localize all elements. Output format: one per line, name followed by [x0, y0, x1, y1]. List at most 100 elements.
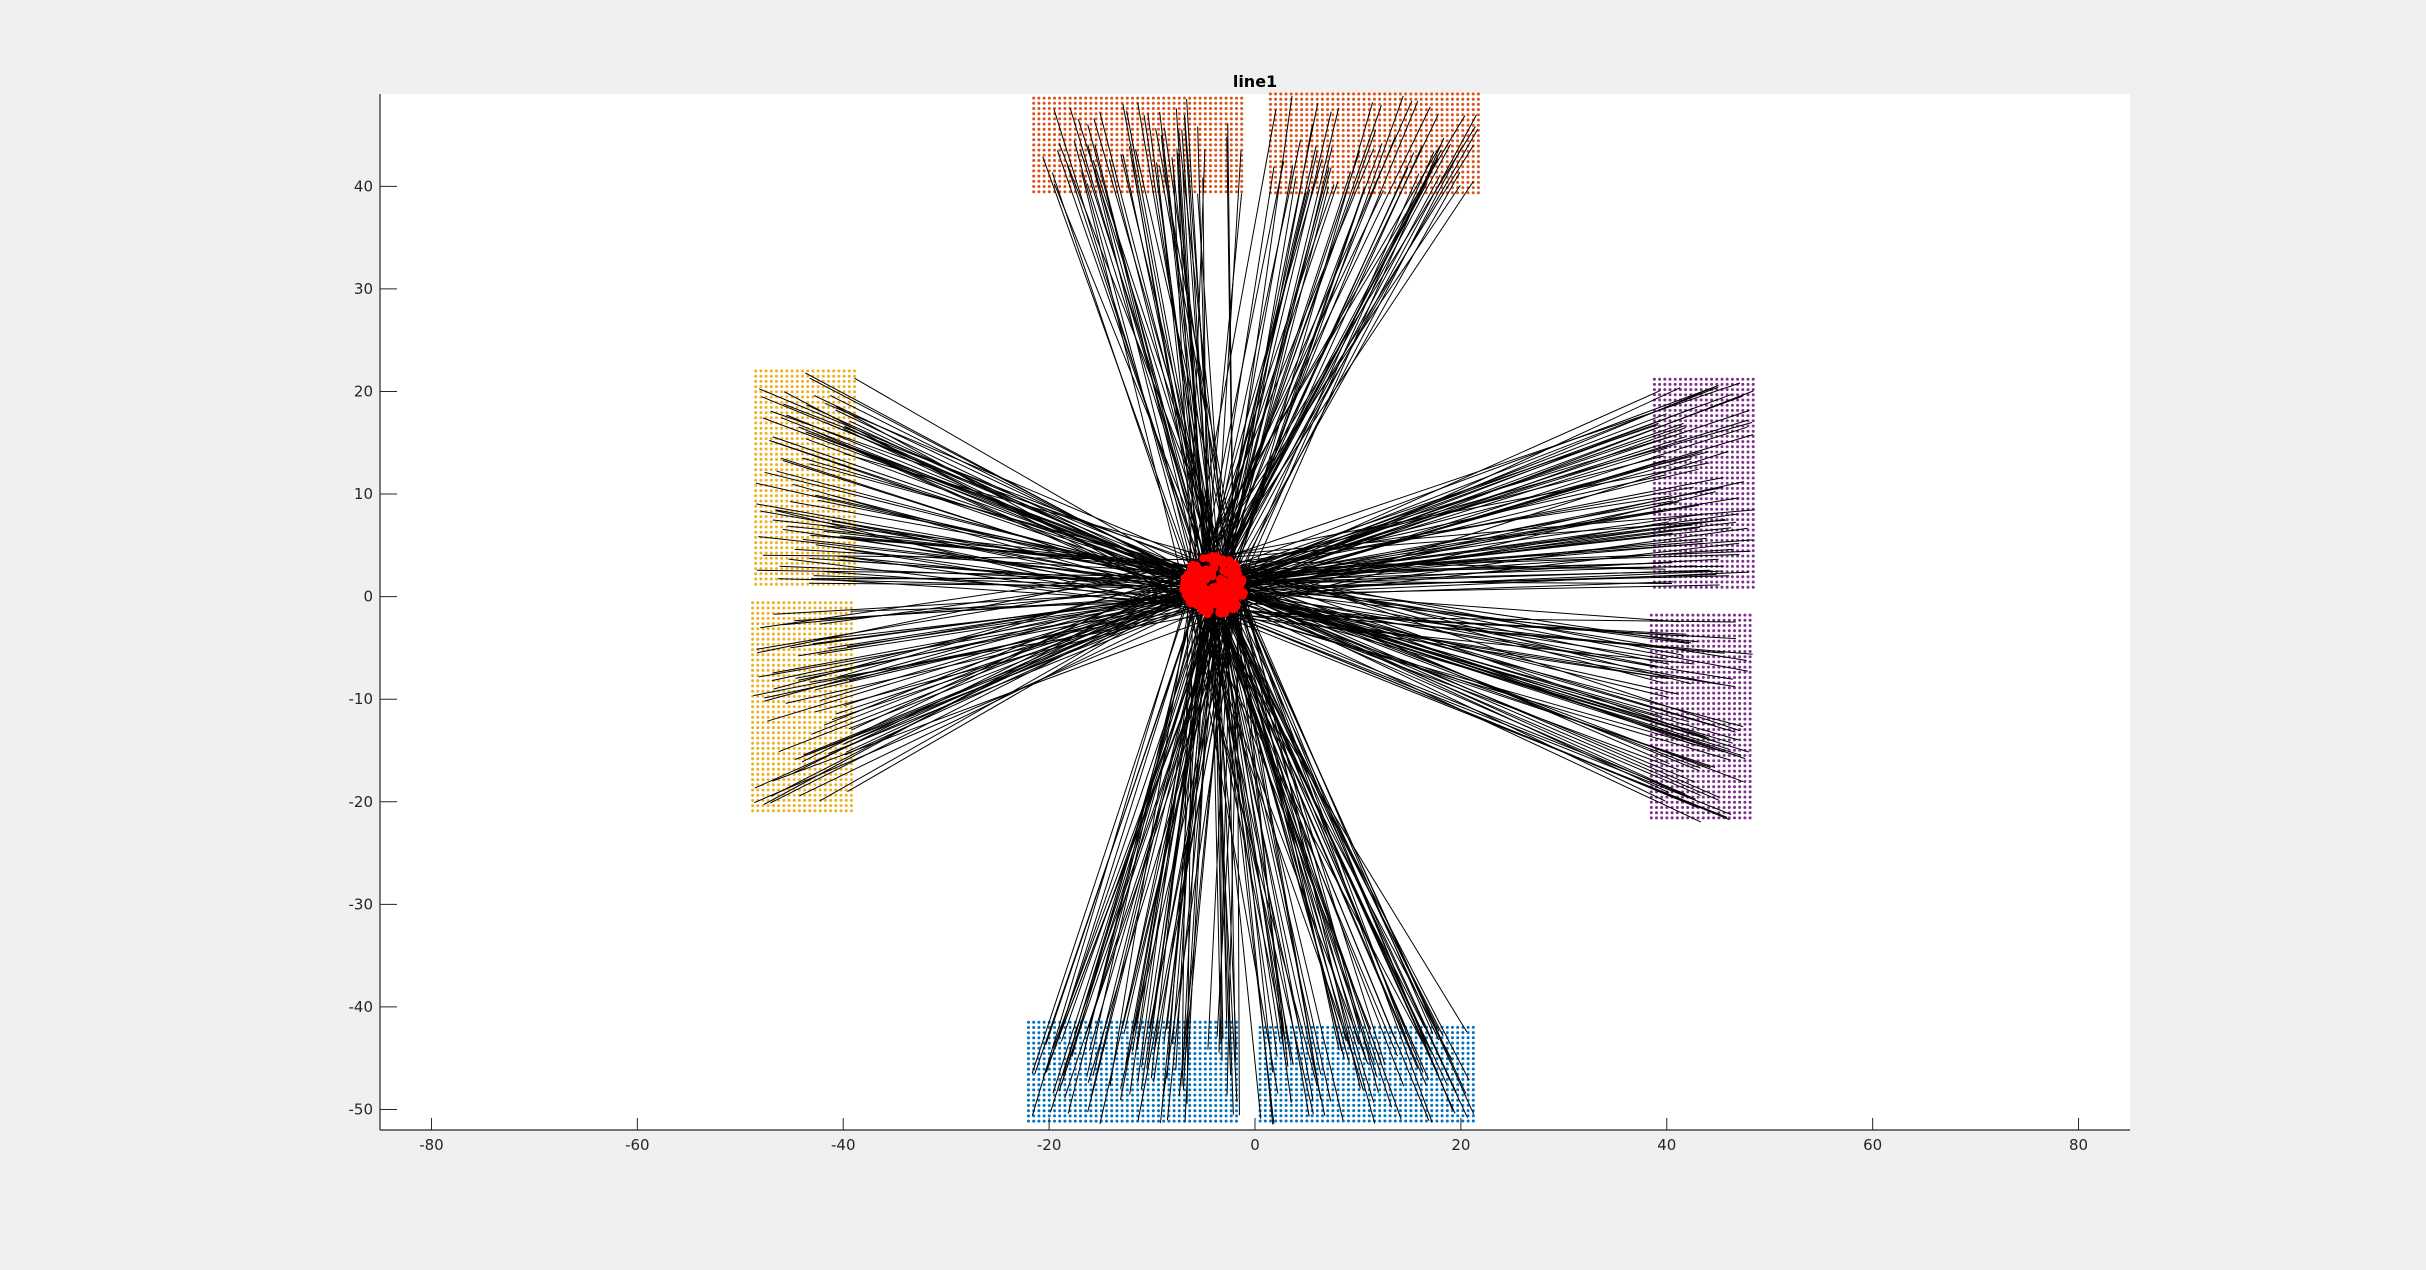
data-point — [1393, 128, 1397, 132]
data-point — [1736, 466, 1740, 470]
data-point — [1274, 134, 1278, 138]
data-point — [785, 499, 789, 503]
data-point — [821, 572, 825, 576]
data-point — [1058, 138, 1062, 142]
data-point — [785, 582, 789, 586]
data-point — [1146, 190, 1150, 194]
data-point — [811, 390, 815, 394]
data-point — [1655, 743, 1658, 747]
data-point — [1435, 144, 1439, 148]
data-point — [1079, 133, 1082, 136]
data-point — [754, 577, 758, 581]
data-point — [1099, 122, 1103, 126]
data-point — [1305, 165, 1309, 169]
data-point — [1341, 180, 1345, 184]
data-point — [1710, 403, 1714, 407]
data-point — [829, 658, 833, 662]
data-point — [1720, 382, 1724, 386]
data-point — [801, 452, 804, 456]
data-point — [847, 405, 851, 409]
data-point — [775, 447, 778, 451]
data-point — [1193, 164, 1197, 168]
data-point — [837, 400, 841, 404]
data-point — [1476, 123, 1480, 127]
data-point — [849, 705, 853, 709]
data-point — [787, 767, 791, 771]
data-point — [1229, 153, 1233, 157]
data-point — [1084, 122, 1088, 126]
data-point — [829, 606, 833, 610]
data-point — [1741, 471, 1745, 475]
data-point — [1727, 800, 1731, 804]
data-point — [761, 762, 765, 766]
data-point — [1341, 154, 1345, 158]
data-point — [1320, 123, 1324, 127]
data-point — [1738, 790, 1742, 794]
data-point — [751, 663, 755, 667]
data-point — [821, 405, 825, 409]
data-point — [1733, 811, 1736, 815]
data-point — [761, 720, 765, 724]
data-point — [1701, 629, 1705, 633]
data-point — [1032, 153, 1036, 157]
data-point — [1684, 419, 1688, 423]
data-point — [1073, 159, 1077, 162]
data-point — [1691, 613, 1695, 617]
data-point — [801, 483, 804, 487]
data-point — [1424, 92, 1428, 96]
data-point — [1367, 118, 1371, 122]
data-point — [785, 494, 789, 498]
data-point — [775, 525, 778, 529]
data-point — [1461, 108, 1465, 112]
data-point — [1274, 175, 1278, 179]
data-point — [834, 601, 838, 605]
data-point — [832, 504, 836, 508]
data-point — [803, 762, 807, 766]
data-point — [780, 421, 784, 425]
data-point — [1198, 143, 1202, 147]
data-point — [808, 684, 812, 688]
data-point — [764, 463, 768, 467]
data-point — [1748, 811, 1752, 815]
data-point — [1704, 497, 1708, 501]
data-point — [761, 736, 765, 740]
data-point — [1691, 769, 1695, 773]
data-point — [1471, 108, 1475, 112]
data-point — [764, 499, 768, 503]
data-point — [1235, 190, 1238, 194]
data-point — [1032, 159, 1036, 162]
data-point — [1320, 134, 1324, 138]
data-point — [1053, 1057, 1056, 1061]
data-point — [1440, 123, 1444, 127]
data-point — [795, 535, 799, 539]
data-point — [1686, 748, 1690, 752]
data-point — [1331, 92, 1335, 96]
data-point — [1419, 97, 1423, 101]
data-point — [1300, 144, 1304, 148]
data-point — [1235, 138, 1238, 142]
data-point — [1738, 785, 1742, 789]
data-point — [1315, 123, 1319, 127]
data-point — [1681, 624, 1684, 627]
data-point — [751, 746, 755, 750]
data-point — [1663, 398, 1667, 402]
data-point — [818, 731, 822, 735]
data-point — [1224, 133, 1228, 136]
data-point — [816, 530, 820, 534]
data-point — [1678, 533, 1682, 537]
data-point — [808, 772, 812, 776]
data-point — [1461, 165, 1465, 169]
data-point — [754, 442, 758, 446]
data-point — [1701, 702, 1705, 705]
data-point — [1675, 702, 1679, 705]
data-point — [1743, 639, 1747, 643]
data-point — [1686, 780, 1690, 783]
data-point — [790, 452, 794, 456]
data-point — [1336, 186, 1340, 190]
data-point — [764, 447, 768, 451]
data-point — [1042, 101, 1046, 105]
data-point — [764, 431, 768, 435]
data-point — [1110, 96, 1114, 100]
data-point — [844, 798, 848, 802]
data-point — [1730, 419, 1734, 423]
